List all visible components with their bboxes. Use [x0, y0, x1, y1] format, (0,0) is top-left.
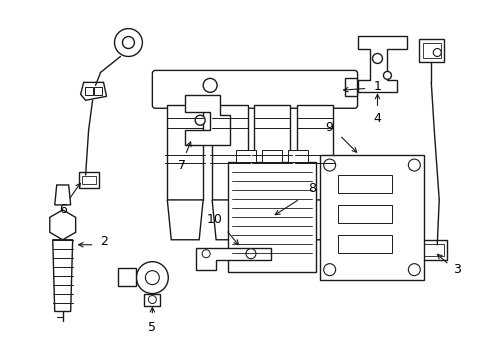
Polygon shape [253, 105, 289, 200]
Text: 3: 3 [452, 263, 460, 276]
Polygon shape [167, 200, 203, 240]
Circle shape [114, 28, 142, 57]
Polygon shape [53, 240, 73, 311]
Polygon shape [79, 172, 99, 188]
Polygon shape [357, 36, 407, 92]
Circle shape [323, 159, 335, 171]
Bar [423, 42, 440, 58]
Text: 6: 6 [59, 203, 66, 216]
Text: 7: 7 [178, 158, 186, 172]
Polygon shape [50, 210, 76, 240]
Polygon shape [167, 105, 203, 200]
Circle shape [136, 262, 168, 293]
Text: 9: 9 [325, 121, 333, 134]
Circle shape [145, 271, 159, 285]
Circle shape [372, 54, 382, 63]
Polygon shape [296, 105, 332, 200]
FancyBboxPatch shape [152, 71, 357, 108]
Bar [424, 244, 443, 256]
Polygon shape [81, 82, 106, 100]
Polygon shape [212, 105, 247, 200]
Polygon shape [212, 200, 247, 240]
Circle shape [202, 250, 210, 258]
Polygon shape [419, 39, 443, 62]
Polygon shape [319, 155, 424, 280]
Circle shape [122, 37, 134, 49]
Text: 8: 8 [307, 183, 315, 195]
Bar [93, 87, 102, 95]
Polygon shape [296, 200, 332, 240]
Polygon shape [227, 162, 315, 272]
Bar [344, 78, 356, 96]
Circle shape [245, 249, 255, 259]
Text: 2: 2 [101, 235, 108, 248]
Bar [287, 150, 307, 162]
Circle shape [407, 159, 420, 171]
Bar [118, 268, 136, 285]
Text: 4: 4 [373, 112, 381, 125]
Polygon shape [196, 248, 270, 270]
Bar [337, 175, 392, 193]
Circle shape [383, 71, 390, 80]
Bar [81, 176, 95, 184]
Circle shape [195, 115, 205, 125]
Polygon shape [144, 293, 160, 306]
Bar [84, 87, 92, 95]
Circle shape [432, 49, 440, 57]
Circle shape [323, 264, 335, 276]
Text: 1: 1 [373, 80, 381, 93]
Circle shape [407, 264, 420, 276]
Circle shape [203, 78, 217, 92]
Polygon shape [185, 95, 229, 145]
Polygon shape [421, 240, 447, 260]
Bar [337, 235, 392, 253]
Polygon shape [253, 200, 289, 240]
Circle shape [148, 296, 156, 303]
Text: 10: 10 [206, 213, 222, 226]
Polygon shape [55, 185, 71, 205]
Bar [262, 150, 281, 162]
Bar [236, 150, 255, 162]
Bar [337, 205, 392, 223]
Text: 5: 5 [148, 321, 156, 334]
